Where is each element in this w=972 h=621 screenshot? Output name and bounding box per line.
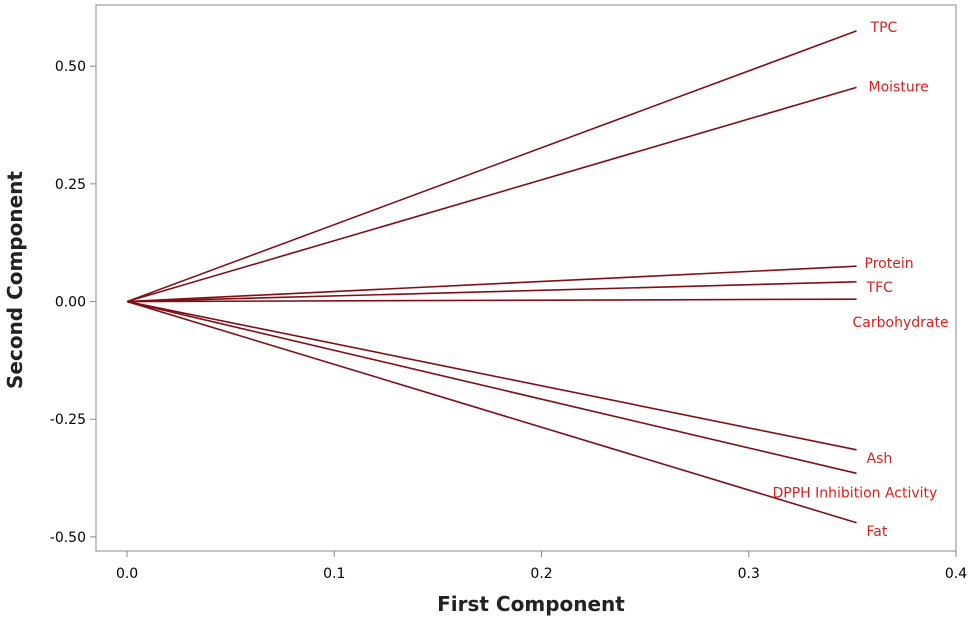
vector-label-dpph-inhibition-activity: DPPH Inhibition Activity [773,485,938,501]
vector-label-moisture: Moisture [869,79,929,95]
vector-carbohydrate [127,298,857,303]
vector-label-carbohydrate: Carbohydrate [853,315,949,331]
vector-protein [127,265,857,303]
vector-label-protein: Protein [865,256,914,272]
x-tick-label: 0.1 [323,566,345,582]
vector-tpc [126,30,857,303]
vector-label-tfc: TFC [866,280,894,296]
y-tick-label: -0.25 [50,412,86,428]
vector-label-ash: Ash [867,451,893,467]
y-tick-label: 0.25 [55,177,86,193]
x-tick-label: 0.3 [738,566,760,582]
x-tick-label: 0.0 [116,566,138,582]
vector-tfc [127,280,857,303]
vector-moisture [126,86,857,303]
x-axis-title: First Component [437,592,625,616]
vector-label-tpc: TPC [870,20,898,36]
y-axis-title: Second Component [3,171,27,389]
x-tick-label: 0.2 [530,566,552,582]
y-tick-label: 0.00 [55,295,86,311]
x-tick-label: 0.4 [945,566,967,582]
vector-fat [126,300,857,524]
vector-ash [126,300,857,451]
plot-frame [95,4,957,552]
vector-label-fat: Fat [867,524,888,540]
y-tick-label: 0.50 [55,59,86,75]
vector-dpph-inhibition-activity [126,300,857,475]
y-tick-label: -0.50 [50,530,86,546]
